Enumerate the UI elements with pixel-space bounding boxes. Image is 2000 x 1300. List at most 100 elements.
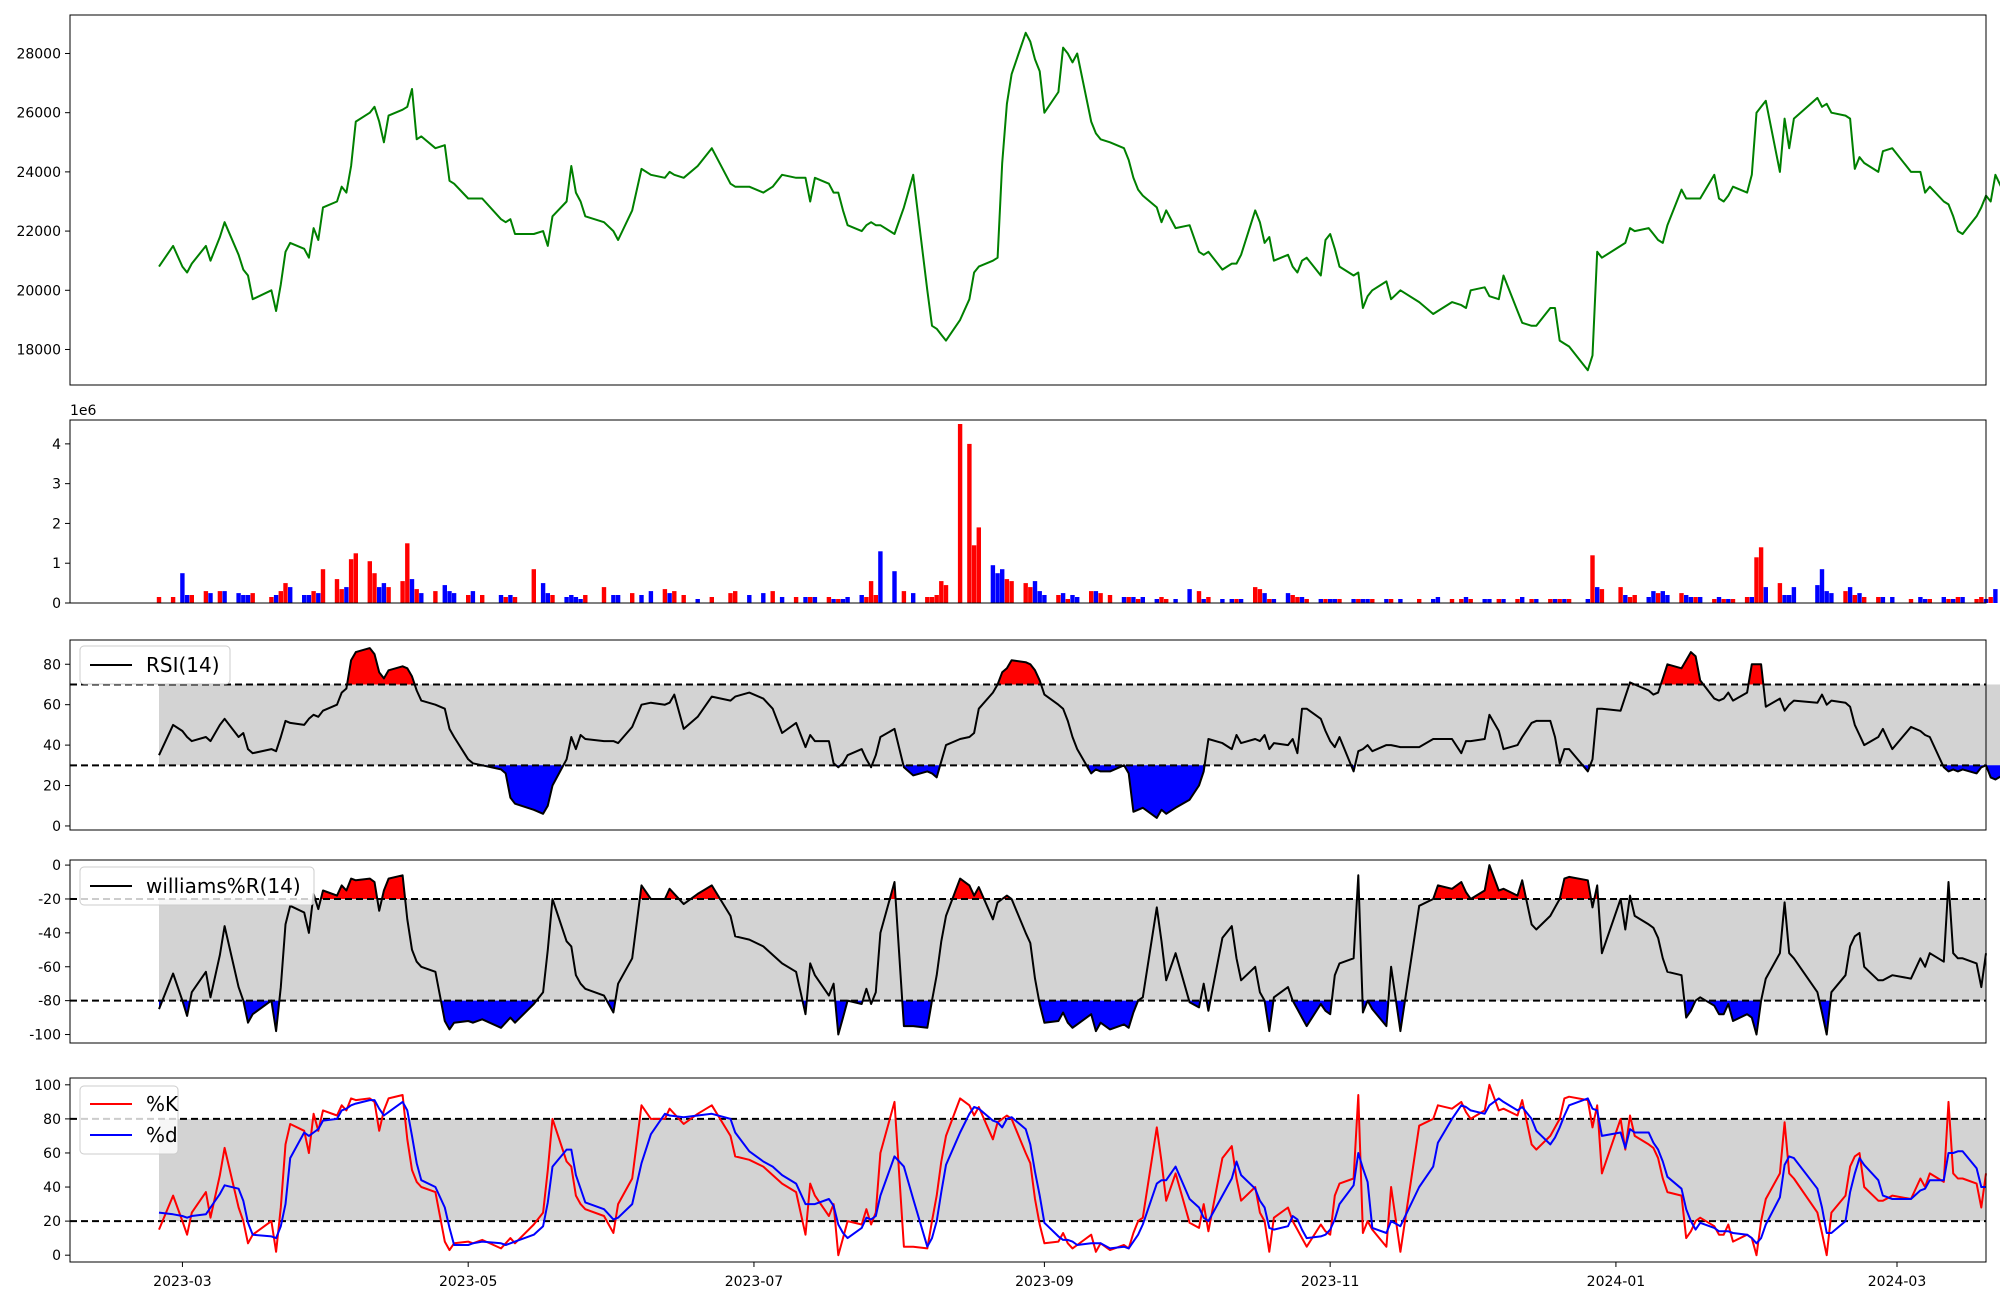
volume-bar	[901, 591, 907, 603]
volume-bar	[1585, 599, 1590, 603]
volume-bar	[995, 573, 1000, 603]
williams-ytick-label: -20	[38, 892, 61, 908]
volume-bar	[1534, 599, 1539, 603]
rsi-legend-box	[79, 645, 231, 685]
williams-legend-label: williams%R(14)	[146, 874, 301, 898]
stoch-legend-d-label: %d	[146, 1123, 178, 1147]
stoch-ytick-label: 20	[43, 1214, 61, 1230]
stoch-ytick-label: 60	[43, 1146, 61, 1162]
volume-bar	[1098, 593, 1103, 603]
williams-oversold-fill	[902, 1000, 932, 1028]
stochastic-panel: 0 20 40 60 80 100 2023-03 2023-05 2023-07 2023-09…	[34, 1077, 1987, 1290]
volume-bar	[1974, 599, 1979, 603]
volume-bar	[1562, 599, 1567, 603]
volume-bar	[836, 599, 841, 603]
williams-legend: williams%R(14)	[79, 866, 315, 906]
volume-bar	[1037, 591, 1042, 603]
volume-bar	[1862, 597, 1867, 603]
volume-bar	[311, 591, 316, 603]
volume-bar	[419, 593, 424, 603]
volume-bar	[1004, 579, 1010, 603]
volume-bar	[1946, 599, 1951, 603]
volume-bar	[1042, 595, 1047, 603]
williams-ytick-label: -100	[29, 1028, 61, 1044]
volume-bar	[939, 581, 944, 603]
volume-bar	[273, 595, 279, 603]
volume-bar	[1262, 593, 1267, 603]
volume-bar	[1599, 589, 1605, 603]
volume-bar	[934, 595, 939, 603]
volume-bar	[1299, 597, 1305, 603]
rsi-overbought-fill	[347, 648, 415, 685]
volume-bar	[1852, 595, 1857, 603]
volume-bar	[1590, 555, 1595, 603]
volume-bar	[1876, 597, 1881, 603]
volume-bar	[241, 595, 246, 603]
rsi-ytick-label: 80	[43, 657, 61, 673]
volume-bar	[1890, 597, 1895, 603]
volume-bar	[1000, 569, 1005, 603]
volume-bar	[414, 589, 419, 603]
volume-bar	[1201, 599, 1206, 603]
volume-bar	[470, 591, 476, 603]
volume-bar	[180, 573, 185, 603]
williams-overbought-fill	[1470, 865, 1527, 899]
volume-bar	[1618, 587, 1623, 603]
rsi-legend: RSI(14)	[79, 645, 231, 685]
volume-bar	[1187, 589, 1192, 603]
volume-bar	[1623, 595, 1628, 603]
stoch-ytick-label: 40	[43, 1180, 61, 1196]
volume-bar	[1763, 587, 1768, 603]
volume-bar	[480, 595, 485, 603]
volume-bar	[1679, 593, 1684, 603]
rsi-oversold-fill	[1124, 765, 1205, 818]
volume-bar	[1960, 597, 1965, 603]
volume-bar	[761, 593, 766, 603]
volume-bar	[630, 593, 635, 603]
volume-bar	[334, 579, 340, 603]
x-tick-label: 2024-03	[1868, 1274, 1927, 1290]
volume-bar	[339, 589, 344, 603]
volume-ytick-label: 2	[52, 516, 61, 532]
stoch-legend-k-label: %K	[146, 1092, 179, 1116]
volume-bar	[1744, 597, 1750, 603]
volume-bar	[1468, 599, 1473, 603]
price-panel: 18000 20000 22000 24000 26000 28000	[16, 14, 2000, 386]
volume-bar	[278, 591, 283, 603]
volume-bar	[1009, 581, 1014, 603]
volume-bar	[1032, 581, 1038, 603]
volume-ytick-label: 3	[52, 477, 61, 493]
volume-bar	[1908, 599, 1914, 603]
volume-bar	[353, 553, 358, 603]
volume-bar	[812, 597, 818, 603]
volume-bar	[545, 593, 550, 603]
volume-bar	[1253, 587, 1258, 603]
volume-bar	[1712, 599, 1717, 603]
rsi-ytick-label: 60	[43, 698, 61, 714]
rsi-panel: 0 20 40 60 80	[43, 639, 2000, 835]
volume-bar	[1234, 599, 1239, 603]
volume-bar	[1646, 597, 1651, 603]
volume-bar	[1688, 597, 1694, 603]
volume-bar	[1417, 599, 1422, 603]
volume-bar	[681, 595, 686, 603]
volume-bar	[878, 551, 883, 603]
volume-bar	[845, 597, 850, 603]
volume-bar	[808, 597, 813, 603]
volume-bar	[1749, 597, 1754, 603]
price-ytick-label: 22000	[16, 224, 61, 240]
volume-bar	[1730, 599, 1736, 603]
williams-overbought-fill	[1433, 882, 1471, 899]
stoch-ytick-label: 0	[52, 1248, 61, 1264]
volume-bar	[306, 595, 312, 603]
volume-bar	[1089, 591, 1094, 603]
volume-bar	[367, 561, 372, 603]
volume-bar	[925, 597, 930, 603]
volume-bar	[1482, 599, 1487, 603]
volume-bar	[1693, 597, 1698, 603]
volume-bar	[583, 595, 588, 603]
volume-bar	[245, 595, 251, 603]
volume-bar	[1070, 595, 1075, 603]
volume-bar	[1632, 595, 1637, 603]
price-ytick-label: 18000	[16, 342, 61, 358]
